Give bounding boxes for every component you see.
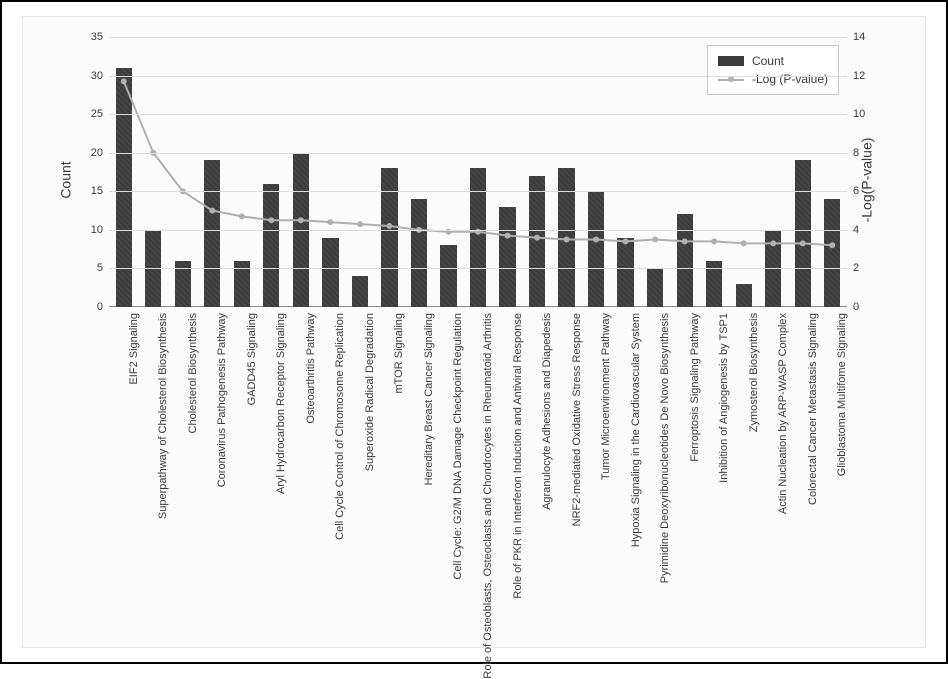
category-label: mTOR Signaling: [393, 313, 405, 394]
category-label: Pyrimidine Deoxyribonucleotides De Novo …: [659, 313, 671, 583]
plot-area: Count -Log(P-value) Count -Log (P-value)…: [109, 37, 847, 307]
category-labels: EIF2 Signaling Superpathway of Cholestero…: [109, 313, 847, 647]
trend-marker: [800, 240, 806, 246]
trend-marker: [534, 235, 540, 241]
category-label: Colorectal Cancer Metastasis Signaling: [807, 313, 819, 505]
trend-marker: [327, 219, 333, 225]
category-label: Coronavirus Pathogenesis Pathway: [216, 313, 228, 487]
trend-marker: [652, 237, 658, 243]
legend-item-line: -Log (P-value): [718, 70, 828, 88]
trend-marker: [121, 78, 127, 84]
category-label: Role of Osteoblasts, Osteoclasts and Cho…: [482, 313, 494, 679]
grid-line: [109, 153, 847, 154]
y-left-tick: 15: [81, 185, 103, 197]
y-right-tick: 12: [853, 70, 875, 82]
grid-line: [109, 114, 847, 115]
trend-marker: [268, 217, 274, 223]
y-right-tick: 4: [853, 224, 875, 236]
category-label: Actin Nucleation by ARP-WASP Complex: [777, 313, 789, 514]
category-label: Osteoarthritis Pathway: [305, 313, 317, 424]
trend-line: [124, 81, 832, 245]
y-right-tick: 8: [853, 147, 875, 159]
trend-marker: [711, 238, 717, 244]
grid-line: [109, 76, 847, 77]
y-right-tick: 6: [853, 185, 875, 197]
trend-marker: [239, 213, 245, 219]
category-label: Zymosterol Biosynthesis: [748, 313, 760, 432]
legend-label-line: -Log (P-value): [752, 70, 828, 88]
trend-marker: [741, 240, 747, 246]
y-right-tick: 2: [853, 262, 875, 274]
y-left-tick: 35: [81, 31, 103, 43]
trend-marker: [623, 238, 629, 244]
legend: Count -Log (P-value): [707, 45, 839, 95]
y-left-tick: 30: [81, 70, 103, 82]
category-label: Superoxide Radical Degradation: [364, 313, 376, 471]
category-label: Tumor Microenvironment Pathway: [600, 313, 612, 480]
trend-marker: [829, 242, 835, 248]
category-label: Cell Cycle Control of Chromosome Replica…: [334, 313, 346, 540]
y-left-axis-title: Count: [58, 161, 74, 198]
legend-label-count: Count: [752, 52, 784, 70]
category-label: Role of PKR in Interferon Induction and …: [512, 313, 524, 599]
trend-marker: [505, 233, 511, 239]
y-right-tick: 10: [853, 108, 875, 120]
trend-marker: [682, 238, 688, 244]
category-label: Hypoxia Signaling in the Cardiovascular …: [630, 313, 642, 547]
category-label: Hereditary Breast Cancer Signaling: [423, 313, 435, 485]
category-label: Aryl Hydrocarbon Receptor Signaling: [275, 313, 287, 494]
category-label: Cholesterol Biosynthesis: [187, 313, 199, 433]
category-label: Superpathway of Cholesterol Biosynthesis: [157, 313, 169, 519]
grid-line: [109, 268, 847, 269]
chart-frame: Count -Log(P-value) Count -Log (P-value)…: [0, 0, 948, 664]
y-left-tick: 20: [81, 147, 103, 159]
trend-marker: [386, 223, 392, 229]
y-right-tick: 14: [853, 31, 875, 43]
grid-line: [109, 191, 847, 192]
grid-line: [109, 37, 847, 38]
category-label: Cell Cycle: G2/M DNA Damage Checkpoint R…: [452, 313, 464, 580]
trend-marker: [298, 217, 304, 223]
category-label: Ferroptosis Signaling Pathway: [689, 313, 701, 462]
category-label: NRF2-mediated Oxidative Stress Response: [571, 313, 583, 526]
category-label: Glioblastoma Multifome Signaling: [836, 313, 848, 476]
trend-marker: [564, 237, 570, 243]
trend-marker: [357, 221, 363, 227]
y-left-tick: 5: [81, 262, 103, 274]
trend-marker: [209, 208, 215, 214]
trend-marker: [593, 237, 599, 243]
y-right-tick: 0: [853, 301, 875, 313]
trend-marker: [770, 240, 776, 246]
category-label: Agranulocyte Adhesions and Diapedesis: [541, 313, 553, 510]
y-left-tick: 10: [81, 224, 103, 236]
y-left-tick: 25: [81, 108, 103, 120]
y-left-tick: 0: [81, 301, 103, 313]
legend-item-count: Count: [718, 52, 828, 70]
chart-inner: Count -Log(P-value) Count -Log (P-value)…: [22, 16, 926, 648]
legend-swatch-bar: [718, 56, 744, 66]
category-label: EIF2 Signaling: [128, 313, 140, 385]
category-label: Inhibition of Angiogenesis by TSP1: [718, 313, 730, 483]
category-label: GADD45 Signaling: [246, 313, 258, 405]
grid-line: [109, 230, 847, 231]
